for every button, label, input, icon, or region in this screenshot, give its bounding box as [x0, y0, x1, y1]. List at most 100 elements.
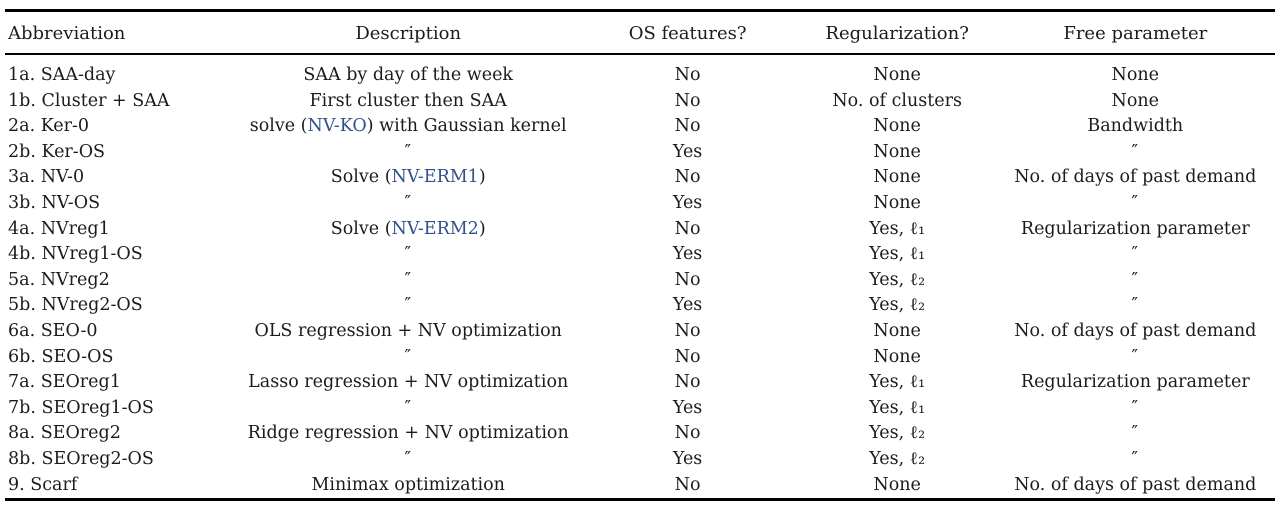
abbreviation-cell: 8b. SEOreg2-OS [8, 448, 154, 469]
description-cell: ″ [404, 346, 412, 367]
description-cell: SAA by day of the week [303, 65, 514, 85]
os-features-cell: No [674, 218, 701, 239]
free-parameter-cell: No. of days of past demand [1014, 167, 1257, 188]
table-row: 7b. SEOreg1-OS ″ Yes Yes, ℓ₁ ″ [5, 396, 1275, 422]
column-header-abbreviation: Abbreviation [5, 10, 240, 55]
description-cell: ″ [404, 192, 412, 213]
os-features-cell: No [674, 65, 701, 85]
column-header-description: Description [239, 10, 577, 55]
table-row: 6b. SEO-OS ″ No None ″ [5, 345, 1275, 371]
description-cell: Lasso regression + NV optimization [248, 372, 569, 393]
abbreviation-cell: 3a. NV-0 [8, 167, 85, 188]
description-cell: ″ [404, 295, 412, 316]
table-row: 9. Scarf Minimax optimization No None No. of… [5, 473, 1275, 500]
free-parameter-cell: ″ [1131, 244, 1140, 265]
description-cell: ″ [404, 269, 412, 290]
table-row: 4b. NVreg1-OS ″ Yes Yes, ℓ₁ ″ [5, 242, 1275, 268]
table-row: 5b. NVreg2-OS ″ Yes Yes, ℓ₂ ″ [5, 293, 1275, 319]
regularization-cell: Yes, ℓ₁ [869, 397, 926, 418]
table-row: 1a. SAA-day SAA by day of the week No None N… [5, 54, 1275, 89]
regularization-cell: None [873, 167, 921, 188]
table-header: Abbreviation Description OS features? Re… [5, 10, 1275, 55]
description-cell: First cluster then SAA [309, 90, 507, 111]
description-cell: ″ [404, 244, 412, 265]
abbreviation-cell: 8a. SEOreg2 [8, 423, 121, 444]
free-parameter-cell: ″ [1131, 269, 1140, 290]
description-cell: Solve (NV-ERM1) [330, 167, 486, 188]
description-cell: ″ [404, 141, 412, 162]
abbreviation-cell: 4b. NVreg1-OS [8, 244, 143, 265]
os-features-cell: No [674, 346, 701, 367]
abbreviation-cell: 5a. NVreg2 [8, 269, 110, 290]
header-row: Abbreviation Description OS features? Re… [5, 10, 1275, 55]
os-features-cell: Yes [672, 192, 703, 213]
os-features-cell: No [674, 167, 701, 188]
abbreviation-cell: 3b. NV-OS [8, 192, 101, 213]
description-cell: ″ [404, 397, 412, 418]
abbreviation-cell: 7b. SEOreg1-OS [8, 397, 154, 418]
ref-link-nv-ko[interactable]: NV-KO [307, 116, 367, 137]
os-features-cell: No [674, 90, 701, 111]
ref-link-nv-erm2[interactable]: NV-ERM2 [391, 218, 479, 239]
table-row: 3b. NV-OS ″ Yes None ″ [5, 191, 1275, 217]
os-features-cell: Yes [672, 397, 703, 418]
os-features-cell: No [674, 320, 701, 341]
abbreviation-cell: 6b. SEO-OS [8, 346, 114, 367]
table-row: 2a. Ker-0 solve (NV-KO) with Gaussian ker… [5, 114, 1275, 140]
regularization-cell: None [873, 320, 921, 341]
abbreviation-cell: 1b. Cluster + SAA [8, 90, 170, 111]
abbreviation-cell: 2a. Ker-0 [8, 116, 90, 137]
regularization-cell: None [873, 474, 921, 495]
methods-table: Abbreviation Description OS features? Re… [5, 9, 1275, 502]
description-cell: ″ [404, 448, 412, 469]
regularization-cell: No. of clusters [832, 90, 962, 111]
regularization-cell: None [873, 116, 921, 137]
regularization-cell: None [873, 141, 921, 162]
free-parameter-cell: Regularization parameter [1020, 218, 1250, 239]
free-parameter-cell: ″ [1131, 141, 1140, 162]
abbreviation-cell: 6a. SEO-0 [8, 320, 98, 341]
description-cell: Minimax optimization [311, 474, 505, 495]
regularization-cell: Yes, ℓ₁ [869, 218, 926, 239]
table-row: 6a. SEO-0 OLS regression + NV optimizatio… [5, 319, 1275, 345]
free-parameter-cell: No. of days of past demand [1014, 320, 1257, 341]
os-features-cell: Yes [672, 448, 703, 469]
os-features-cell: No [674, 372, 701, 393]
os-features-cell: Yes [672, 141, 703, 162]
free-parameter-cell: None [1111, 90, 1160, 111]
column-header-regularization: Regularization? [798, 10, 996, 55]
os-features-cell: Yes [672, 244, 703, 265]
regularization-cell: None [873, 192, 921, 213]
abbreviation-cell: 7a. SEOreg1 [8, 372, 121, 393]
column-header-os-features: OS features? [576, 10, 799, 55]
regularization-cell: Yes, ℓ₁ [869, 372, 926, 393]
regularization-cell: Yes, ℓ₂ [869, 448, 926, 469]
abbreviation-cell: 9. Scarf [8, 474, 78, 495]
free-parameter-cell: ″ [1131, 346, 1140, 367]
os-features-cell: No [674, 423, 701, 444]
table-row: 1b. Cluster + SAA First cluster then SAA N… [5, 89, 1275, 115]
os-features-cell: No [674, 474, 701, 495]
regularization-cell: Yes, ℓ₁ [869, 244, 926, 265]
free-parameter-cell: ″ [1131, 192, 1140, 213]
free-parameter-cell: ″ [1131, 295, 1140, 316]
description-cell: solve (NV-KO) with Gaussian kernel [249, 116, 567, 137]
abbreviation-cell: 1a. SAA-day [8, 65, 116, 85]
free-parameter-cell: No. of days of past demand [1014, 474, 1257, 495]
ref-link-nv-erm1[interactable]: NV-ERM1 [391, 167, 479, 188]
free-parameter-cell: ″ [1131, 448, 1140, 469]
table-row: 4a. NVreg1 Solve (NV-ERM2) No Yes, ℓ₁ Regula… [5, 217, 1275, 243]
table-body: 1a. SAA-day SAA by day of the week No None N… [5, 54, 1275, 500]
regularization-cell: Yes, ℓ₂ [869, 269, 926, 290]
regularization-cell: None [873, 65, 921, 85]
table-row: 3a. NV-0 Solve (NV-ERM1) No None No. of days… [5, 165, 1275, 191]
os-features-cell: No [674, 116, 701, 137]
regularization-cell: Yes, ℓ₂ [869, 423, 926, 444]
free-parameter-cell: Regularization parameter [1020, 372, 1250, 393]
regularization-cell: Yes, ℓ₂ [869, 295, 926, 316]
table-row: 5a. NVreg2 ″ No Yes, ℓ₂ ″ [5, 268, 1275, 294]
table-row: 7a. SEOreg1 Lasso regression + NV optimiz… [5, 370, 1275, 396]
abbreviation-cell: 5b. NVreg2-OS [8, 295, 143, 316]
table-row: 8b. SEOreg2-OS ″ Yes Yes, ℓ₂ ″ [5, 447, 1275, 473]
